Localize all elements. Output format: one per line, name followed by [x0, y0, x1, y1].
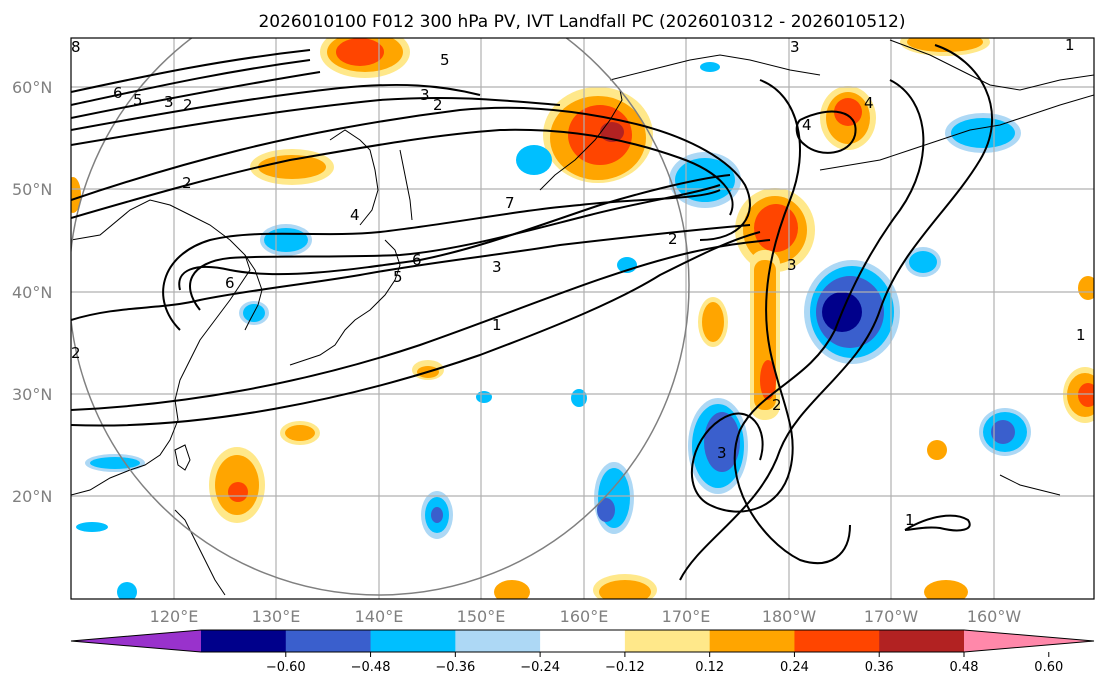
lat-label: 30°N [12, 385, 52, 404]
lon-label: 170°W [864, 607, 919, 626]
contour-label: 1 [1065, 36, 1075, 54]
colorbar-tick-label: −0.24 [520, 660, 560, 675]
colorbar-segment [879, 630, 965, 652]
colorbar-segment [709, 630, 795, 652]
contour-label: 6 [225, 274, 235, 292]
contour-label: 2 [183, 96, 193, 114]
contour-label: 2 [433, 96, 443, 114]
contour-label: 2 [668, 230, 678, 248]
contour-label: 5 [393, 268, 403, 286]
figure-title: 2026010100 F012 300 hPa PV, IVT Landfall… [258, 12, 905, 32]
contour-label: 2 [182, 174, 192, 192]
contour-label: 5 [440, 51, 450, 69]
colorbar-segment [540, 630, 626, 652]
contour-label: 4 [350, 206, 360, 224]
lon-label: 120°E [150, 607, 199, 626]
colorbar-outline [70, 629, 1095, 653]
lat-label: 20°N [12, 487, 52, 506]
longitude-labels: 120°E 130°E 140°E 150°E 160°E 170°E 180°… [150, 607, 1022, 626]
map-frame [70, 37, 1095, 600]
colorbar-segment [624, 630, 711, 652]
lon-label: 140°E [355, 607, 404, 626]
contour-label: 3 [787, 256, 797, 274]
colorbar-tick-label: −0.48 [351, 660, 391, 675]
contour-label: 2 [772, 396, 782, 414]
lat-label: 60°N [12, 78, 52, 97]
contour-label: 7 [505, 194, 515, 212]
contour-label: 1 [1076, 326, 1086, 344]
contour-label: 8 [71, 38, 81, 56]
lon-label: 150°E [457, 607, 506, 626]
contour-label: 3 [717, 444, 727, 462]
contour-label: 5 [133, 91, 143, 109]
colorbar: −0.60 −0.48 −0.36 −0.24 −0.12 0.12 0.24 0.36 0.4… [70, 629, 1095, 675]
colorbar-segment [370, 630, 456, 652]
lon-label: 160°E [560, 607, 609, 626]
negative-shading [76, 62, 1031, 599]
colorbar-extend-high [964, 630, 1094, 652]
colorbar-tick-label: 0.60 [1034, 660, 1063, 675]
colorbar-tick-label: 0.12 [695, 660, 724, 675]
colorbar-segment [455, 630, 541, 652]
map-area: 1 2 3 4 5 6 7 8 2 2 3 6 5 3 2 5 6 3 2 3 … [71, 36, 1094, 599]
colorbar-tick-label: −0.36 [435, 660, 475, 675]
graticule [71, 38, 1094, 599]
colorbar-extend-low [71, 630, 201, 652]
contour-label: 4 [864, 94, 874, 112]
lon-label: 160°W [967, 607, 1022, 626]
colorbar-segment [201, 630, 287, 652]
colorbar-segment [285, 630, 372, 652]
colorbar-tick-label: 0.48 [950, 660, 979, 675]
contour-label: 1 [492, 316, 502, 334]
contour-label: 6 [113, 84, 123, 102]
colorbar-tick-label: −0.60 [266, 660, 306, 675]
contour-label: 3 [790, 38, 800, 56]
contour-label: 2 [71, 344, 81, 362]
colorbar-tick-label: 0.36 [865, 660, 894, 675]
colorbar-segment [794, 630, 880, 652]
ivt-contours [71, 44, 993, 581]
contour-label: 3 [164, 93, 174, 111]
lon-label: 170°E [662, 607, 711, 626]
lat-label: 40°N [12, 283, 52, 302]
lon-label: 180°W [762, 607, 817, 626]
contour-label: 6 [412, 251, 422, 269]
colorbar-tick-label: −0.12 [605, 660, 645, 675]
contour-labels: 1 2 3 4 5 6 7 8 2 2 3 6 5 3 2 5 6 3 2 3 … [71, 36, 1086, 529]
lon-label: 130°E [252, 607, 301, 626]
contour-label: 3 [420, 86, 430, 104]
contour-label: 3 [492, 258, 502, 276]
lat-label: 50°N [12, 180, 52, 199]
contour-label: 4 [802, 116, 812, 134]
radius-circle [71, 38, 690, 596]
latitude-labels: 60°N 50°N 40°N 30°N 20°N [12, 78, 52, 506]
contour-label: 1 [905, 511, 915, 529]
colorbar-tick-label: 0.24 [780, 660, 809, 675]
